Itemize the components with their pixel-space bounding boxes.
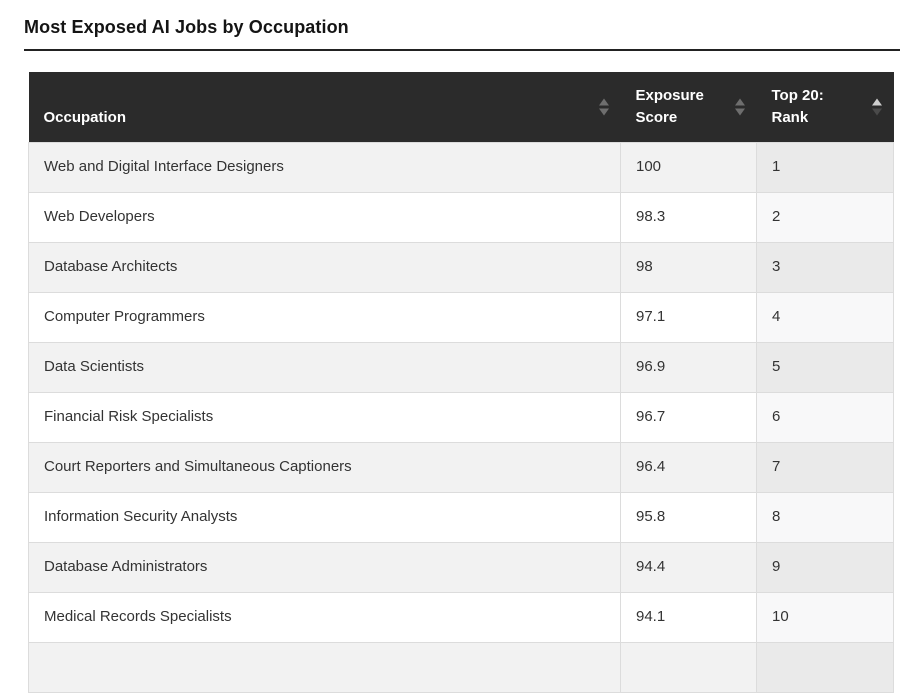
sort-desc-icon — [871, 108, 882, 116]
cell-rank: 8 — [756, 491, 894, 543]
cell-exposure-score: 100 — [620, 141, 757, 193]
column-header-occupation[interactable]: Occupation — [28, 72, 621, 142]
sort-arrows-icon — [734, 98, 745, 116]
cell-occupation: Data Scientists — [28, 341, 621, 393]
cell-exposure-score: 96.7 — [620, 391, 757, 443]
cell-exposure-score: 95.8 — [620, 491, 757, 543]
cell-exposure-score: 94.1 — [620, 591, 757, 643]
table-row: Web and Digital Interface Designers 100 … — [28, 141, 894, 193]
cell-rank: 4 — [756, 291, 894, 343]
column-header-occupation-label: Occupation — [43, 108, 127, 126]
cell-occupation: Web Developers — [28, 191, 621, 243]
table-row-partial — [28, 641, 894, 693]
cell-rank: 6 — [756, 391, 894, 443]
sort-asc-icon — [871, 98, 882, 106]
cell-rank: 1 — [756, 141, 894, 193]
cell-occupation: Web and Digital Interface Designers — [28, 141, 621, 193]
page-title: Most Exposed AI Jobs by Occupation — [24, 17, 349, 37]
table-body: Web and Digital Interface Designers 100 … — [28, 141, 894, 693]
data-table-container: Occupation Exposure Score — [28, 72, 900, 693]
sort-arrows-icon — [598, 98, 609, 116]
exposed-ai-jobs-table: Occupation Exposure Score — [28, 72, 894, 693]
cell-rank — [756, 641, 894, 693]
cell-rank: 10 — [756, 591, 894, 643]
cell-rank: 3 — [756, 241, 894, 293]
sort-desc-icon — [734, 108, 745, 116]
cell-rank: 9 — [756, 541, 894, 593]
table-header-row: Occupation Exposure Score — [28, 72, 894, 142]
cell-occupation: Medical Records Specialists — [28, 591, 621, 643]
cell-rank: 2 — [756, 191, 894, 243]
table-row: Database Architects 98 3 — [28, 241, 894, 293]
cell-occupation: Database Administrators — [28, 541, 621, 593]
table-row: Financial Risk Specialists 96.7 6 — [28, 391, 894, 443]
cell-occupation: Database Architects — [28, 241, 621, 293]
cell-exposure-score: 94.4 — [620, 541, 757, 593]
sort-desc-icon — [598, 108, 609, 116]
sort-arrows-icon — [871, 98, 882, 116]
table-header: Occupation Exposure Score — [28, 72, 894, 142]
column-header-exposure-score[interactable]: Exposure Score — [620, 72, 757, 142]
cell-occupation: Computer Programmers — [28, 291, 621, 343]
column-header-exposure-score-label: Exposure Score — [635, 87, 704, 126]
cell-rank: 7 — [756, 441, 894, 493]
cell-exposure-score — [620, 641, 757, 693]
table-row: Database Administrators 94.4 9 — [28, 541, 894, 593]
sort-asc-icon — [598, 98, 609, 106]
cell-exposure-score: 97.1 — [620, 291, 757, 343]
table-row: Medical Records Specialists 94.1 10 — [28, 591, 894, 643]
cell-occupation: Financial Risk Specialists — [28, 391, 621, 443]
table-row: Web Developers 98.3 2 — [28, 191, 894, 243]
table-row: Data Scientists 96.9 5 — [28, 341, 894, 393]
table-row: Information Security Analysts 95.8 8 — [28, 491, 894, 543]
cell-occupation: Information Security Analysts — [28, 491, 621, 543]
cell-exposure-score: 98.3 — [620, 191, 757, 243]
table-row: Computer Programmers 97.1 4 — [28, 291, 894, 343]
cell-exposure-score: 98 — [620, 241, 757, 293]
title-divider — [24, 49, 900, 51]
cell-occupation — [28, 641, 621, 693]
sort-asc-icon — [734, 98, 745, 106]
column-header-top20-rank-label: Top 20: Rank — [771, 87, 824, 126]
cell-rank: 5 — [756, 341, 894, 393]
cell-occupation: Court Reporters and Simultaneous Caption… — [28, 441, 621, 493]
table-row: Court Reporters and Simultaneous Caption… — [28, 441, 894, 493]
cell-exposure-score: 96.4 — [620, 441, 757, 493]
column-header-top20-rank[interactable]: Top 20: Rank — [756, 72, 894, 142]
cell-exposure-score: 96.9 — [620, 341, 757, 393]
